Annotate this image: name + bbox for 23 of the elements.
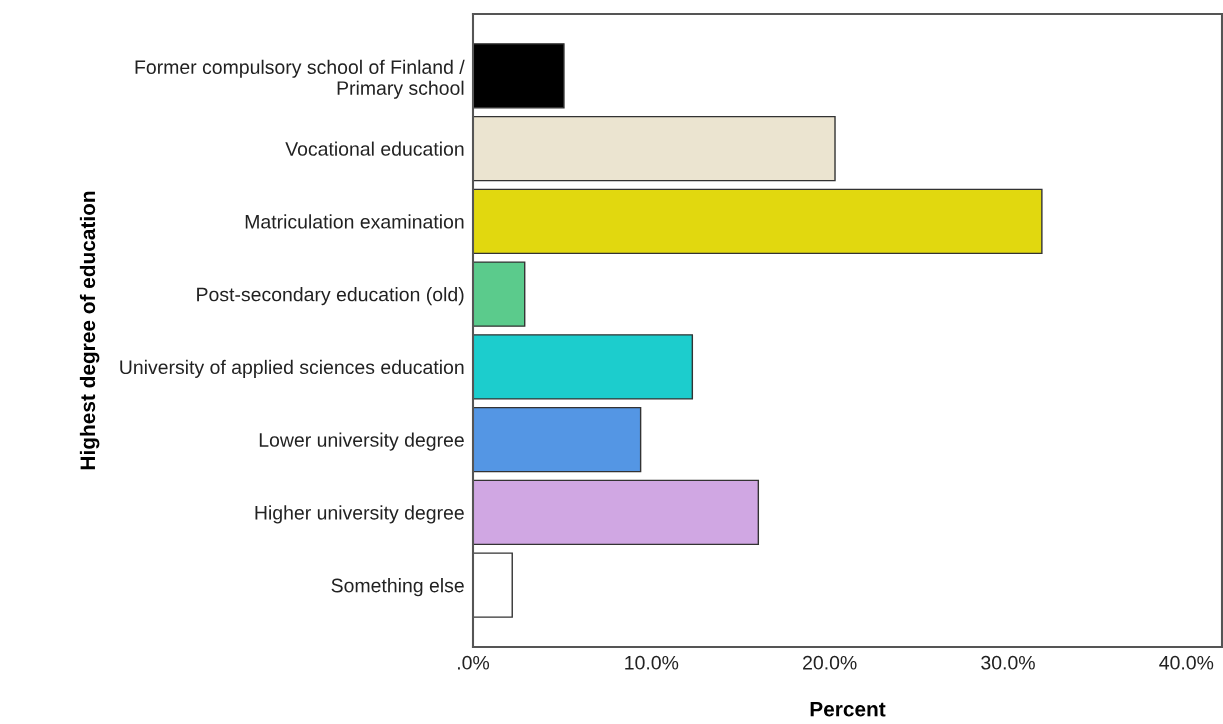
y-tick-label: Vocational education — [285, 141, 464, 156]
bar — [473, 115, 836, 182]
y-tick-label: Former compulsory school of Finland / Primary school — [135, 59, 465, 99]
y-tick-label: Matriculation examination — [245, 214, 464, 229]
y-axis-title: Highest degree of education — [79, 191, 100, 470]
y-tick-label: Post-secondary education (old) — [197, 287, 464, 306]
x-axis-title: Percent — [810, 702, 886, 717]
bar — [473, 43, 565, 109]
y-tick-label: Higher university degree — [255, 505, 464, 524]
bar — [473, 334, 694, 400]
bar — [473, 479, 760, 546]
x-tick-label: 40.0% — [1159, 655, 1214, 670]
y-tick-label: Lower university degree — [259, 432, 464, 451]
bar — [473, 188, 1043, 255]
bar — [473, 406, 642, 473]
bar — [473, 261, 526, 327]
x-tick-label: 20.0% — [803, 655, 857, 670]
x-tick-label: .0% — [458, 655, 490, 670]
x-tick-label: 10.0% — [625, 655, 679, 670]
bar — [473, 552, 513, 618]
y-tick-label: University of applied sciences education — [120, 359, 464, 378]
x-tick-label: 30.0% — [981, 655, 1035, 670]
y-tick-label: Something else — [331, 578, 464, 597]
